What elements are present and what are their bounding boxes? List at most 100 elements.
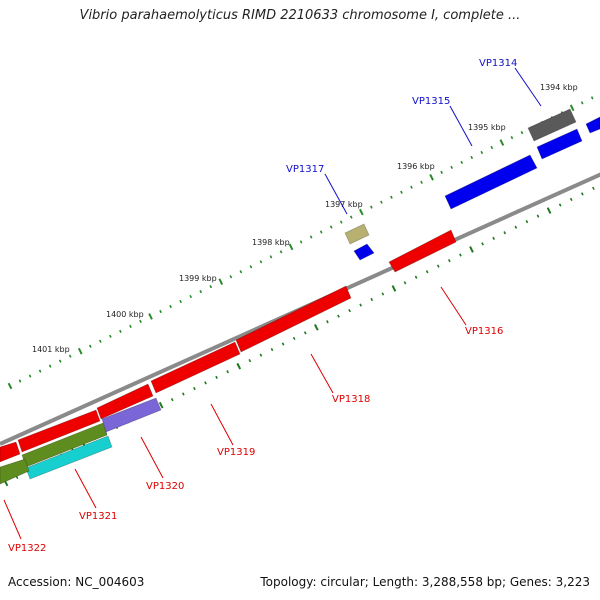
gene-feature-red-b[interactable] <box>17 409 101 453</box>
gene-feature-red-c[interactable] <box>0 441 21 463</box>
minor-tick <box>470 155 474 160</box>
minor-tick <box>339 220 343 224</box>
minor-tick <box>109 334 112 338</box>
minor-tick <box>215 375 218 379</box>
minor-tick <box>319 230 323 234</box>
minor-tick <box>193 386 196 391</box>
minor-tick <box>370 297 374 302</box>
callout-line <box>210 403 234 446</box>
callout-line <box>449 105 473 147</box>
kbp-label: 1399 kbp <box>179 274 217 283</box>
minor-tick <box>481 242 484 246</box>
gene-labels: VP1314 VP1315 VP1317 VP1316 VP1318 VP131… <box>8 58 517 554</box>
callout-line <box>140 436 164 479</box>
callout-line <box>310 353 334 394</box>
minor-tick <box>259 353 263 357</box>
gene-feature-blue-small[interactable] <box>353 243 375 261</box>
minor-tick <box>450 165 454 170</box>
minor-tick <box>281 342 285 346</box>
minor-tick <box>68 354 72 358</box>
minor-tick <box>403 281 407 285</box>
major-tick <box>7 382 13 390</box>
gene-feature-blue-2[interactable] <box>585 116 600 134</box>
gene-label-vp1319[interactable]: VP1319 <box>217 447 255 458</box>
minor-tick <box>414 275 418 279</box>
minor-tick <box>189 294 193 299</box>
major-tick <box>359 208 364 216</box>
minor-tick <box>48 364 52 368</box>
minor-tick <box>410 185 413 189</box>
gene-label-vp1314[interactable]: VP1314 <box>479 58 517 69</box>
gene-feature-vp1316[interactable] <box>388 229 457 273</box>
minor-tick <box>490 145 494 150</box>
minor-tick <box>179 299 182 304</box>
gene-feature-vp1320[interactable] <box>101 397 162 433</box>
minor-tick <box>303 331 307 335</box>
callout-line <box>3 499 22 540</box>
minor-tick <box>204 381 207 385</box>
minor-tick <box>269 255 273 259</box>
minor-tick <box>337 314 340 318</box>
gene-feature-vp1322[interactable] <box>0 458 30 485</box>
inner-tick-ring <box>3 186 595 487</box>
kbp-label: 1396 kbp <box>397 162 435 171</box>
kbp-label: 1401 kbp <box>32 345 70 354</box>
kbp-label: 1395 kbp <box>468 123 506 132</box>
major-tick <box>77 347 83 355</box>
minor-tick <box>390 195 393 199</box>
minor-tick <box>348 309 351 313</box>
major-tick <box>236 362 242 370</box>
reverse-strand-features <box>0 229 457 485</box>
gene-feature-vp1315[interactable] <box>444 154 538 210</box>
minor-tick <box>38 369 42 373</box>
minor-tick <box>279 250 283 254</box>
minor-tick <box>520 131 524 135</box>
minor-tick <box>503 231 507 235</box>
minor-tick <box>139 319 142 324</box>
minor-tick <box>558 203 562 207</box>
minor-tick <box>349 215 353 219</box>
minor-tick <box>18 379 22 383</box>
major-tick <box>314 324 319 331</box>
minor-tick <box>447 258 451 263</box>
callout-line <box>514 67 542 107</box>
gene-label-vp1322[interactable]: VP1322 <box>8 543 46 554</box>
minor-tick <box>492 236 496 240</box>
gene-feature-vp1317[interactable] <box>344 223 370 245</box>
minor-tick <box>209 285 213 289</box>
minor-tick <box>480 150 484 155</box>
minor-tick <box>159 309 162 314</box>
minor-tick <box>299 240 303 244</box>
gene-feature-vp1314[interactable] <box>527 108 577 142</box>
minor-tick <box>580 192 584 196</box>
gene-label-vp1316[interactable]: VP1316 <box>465 326 503 337</box>
callout-line <box>324 173 348 215</box>
minor-tick <box>99 339 102 343</box>
gene-label-vp1321[interactable]: VP1321 <box>79 511 117 522</box>
gene-feature-vp1319[interactable] <box>150 341 241 394</box>
major-tick <box>218 278 224 285</box>
gene-label-vp1317[interactable]: VP1317 <box>286 164 324 175</box>
minor-tick <box>15 475 19 480</box>
minor-tick <box>380 200 383 204</box>
minor-tick <box>170 397 174 402</box>
gene-label-vp1315[interactable]: VP1315 <box>412 96 450 107</box>
gene-label-vp1320[interactable]: VP1320 <box>146 481 184 492</box>
minor-tick <box>169 304 172 309</box>
minor-tick <box>326 320 329 324</box>
gene-feature-vp1318[interactable] <box>235 285 352 353</box>
minor-tick <box>119 329 122 333</box>
gene-label-vp1318[interactable]: VP1318 <box>332 394 370 405</box>
minor-tick <box>514 225 518 229</box>
label-callouts <box>3 67 542 540</box>
minor-tick <box>239 270 243 274</box>
gene-feature-cyan[interactable] <box>25 435 113 480</box>
kbp-label: 1394 kbp <box>540 83 578 92</box>
kbp-label: 1398 kbp <box>252 238 290 247</box>
gene-feature-blue-1[interactable] <box>536 128 583 160</box>
major-tick <box>158 401 164 409</box>
minor-tick <box>199 289 203 294</box>
gene-feature-red-a[interactable] <box>96 383 154 420</box>
minor-tick <box>580 101 584 105</box>
